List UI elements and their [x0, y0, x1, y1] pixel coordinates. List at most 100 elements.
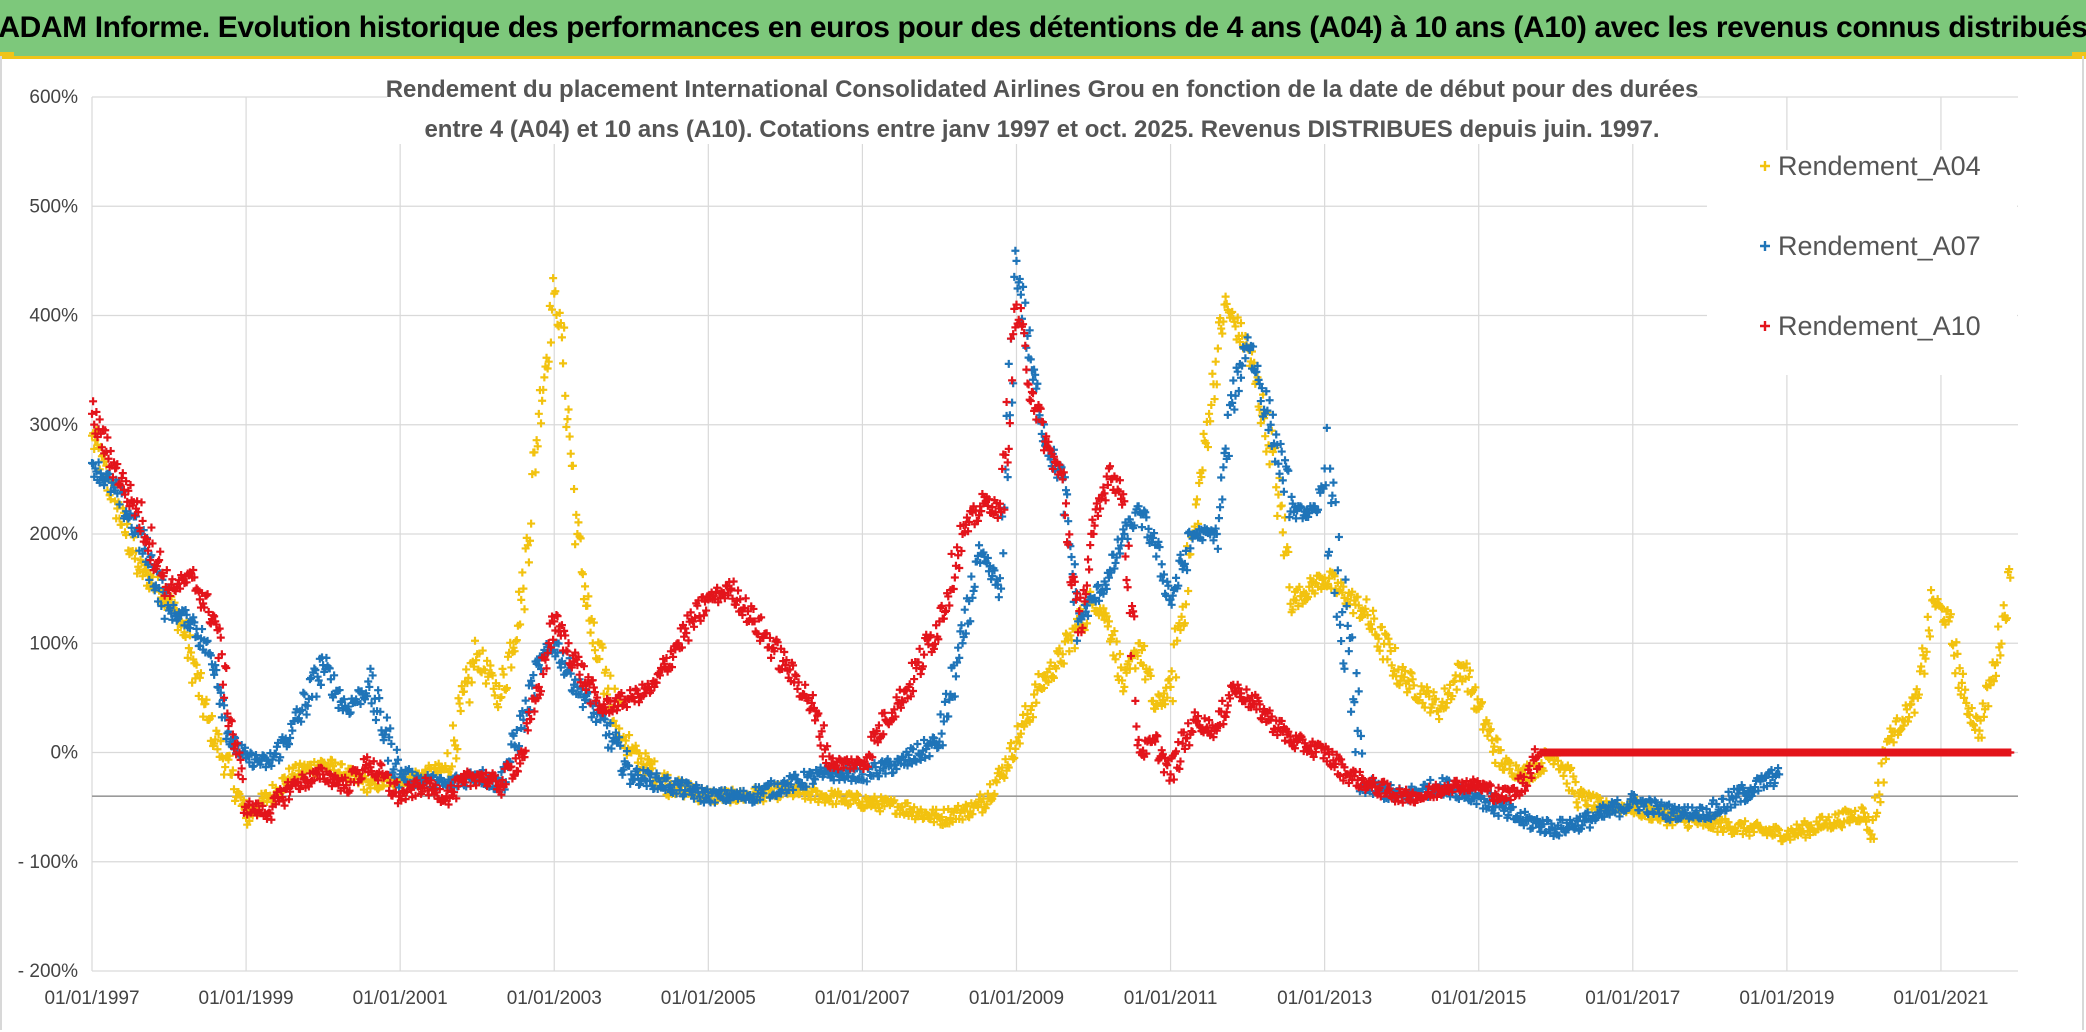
data-point: [1363, 611, 1372, 620]
data-point: [811, 716, 820, 725]
data-point: [1006, 334, 1015, 343]
data-point: [1343, 594, 1352, 603]
data-point: [1001, 755, 1010, 764]
data-point: [693, 601, 702, 610]
data-point: [160, 614, 169, 623]
data-point: [1698, 803, 1707, 812]
data-point: [1035, 411, 1044, 420]
data-point: [1028, 713, 1037, 722]
data-point: [472, 781, 481, 790]
data-point: [384, 770, 393, 779]
data-point: [1104, 573, 1113, 582]
data-point: [1165, 675, 1174, 684]
data-point: [1025, 717, 1034, 726]
data-point: [233, 739, 242, 748]
data-point: [1120, 682, 1129, 691]
data-point: [375, 694, 384, 703]
data-point: [979, 548, 988, 557]
data-point: [448, 721, 457, 730]
data-point: [1159, 689, 1168, 698]
data-point: [957, 546, 966, 555]
data-point: [181, 606, 190, 615]
data-point: [945, 601, 954, 610]
data-point: [600, 715, 609, 724]
data-point: [1733, 827, 1742, 836]
data-point: [1130, 521, 1139, 530]
data-point: [1148, 533, 1157, 542]
data-point: [961, 629, 970, 638]
data-point: [1957, 678, 1966, 687]
data-point: [1099, 589, 1108, 598]
data-point: [1991, 671, 2000, 680]
data-point: [530, 707, 539, 716]
data-point: [443, 786, 452, 795]
data-point: [228, 730, 237, 739]
data-point: [967, 572, 976, 581]
data-point: [633, 758, 642, 767]
data-point: [1615, 812, 1624, 821]
data-point: [377, 761, 386, 770]
data-point: [1131, 664, 1140, 673]
data-point: [965, 517, 974, 526]
data-point: [190, 618, 199, 627]
data-point: [1176, 757, 1185, 766]
data-point: [504, 652, 513, 661]
data-point: [1075, 607, 1084, 616]
data-point: [1486, 725, 1495, 734]
data-point: [1188, 727, 1197, 736]
data-point: [490, 771, 499, 780]
data-point: [1478, 698, 1487, 707]
data-point: [650, 757, 659, 766]
data-point: [1013, 284, 1022, 293]
data-point: [564, 405, 573, 414]
data-point: [380, 730, 389, 739]
data-point: [365, 759, 374, 768]
data-point: [1131, 696, 1140, 705]
data-point: [557, 621, 566, 630]
data-point: [1080, 597, 1089, 606]
data-point: [1042, 432, 1051, 441]
data-point: [1745, 831, 1754, 840]
data-point: [1126, 651, 1135, 660]
data-point: [556, 663, 565, 672]
data-point: [545, 619, 554, 628]
data-point: [1938, 604, 1947, 613]
data-point: [1137, 646, 1146, 655]
data-point: [879, 764, 888, 773]
data-point: [1705, 808, 1714, 817]
data-point: [1321, 481, 1330, 490]
data-point: [1506, 796, 1515, 805]
data-point: [1440, 684, 1449, 693]
data-point: [1308, 737, 1317, 746]
data-point: [147, 523, 156, 532]
data-point: [1305, 509, 1314, 518]
data-point: [1194, 712, 1203, 721]
data-point: [1030, 690, 1039, 699]
data-point: [551, 287, 560, 296]
data-point: [1329, 478, 1338, 487]
data-point: [1374, 634, 1383, 643]
data-point: [1233, 367, 1242, 376]
data-point: [1084, 611, 1093, 620]
data-point: [966, 617, 975, 626]
data-point: [1876, 798, 1885, 807]
data-point: [177, 571, 186, 580]
data-point: [1405, 796, 1414, 805]
data-point: [509, 731, 518, 740]
data-point: [510, 647, 519, 656]
data-point: [529, 671, 538, 680]
data-point: [791, 670, 800, 679]
data-point: [785, 665, 794, 674]
data-point: [200, 603, 209, 612]
data-point: [590, 688, 599, 697]
data-point: [1317, 584, 1326, 593]
data-point: [1278, 528, 1287, 537]
data-point: [1263, 406, 1272, 415]
data-point: [1213, 344, 1222, 353]
data-point: [1375, 783, 1384, 792]
data-point: [1256, 397, 1265, 406]
data-point: [1028, 389, 1037, 398]
data-point: [1562, 779, 1571, 788]
data-point: [1195, 479, 1204, 488]
x-tick-label: 01/01/2007: [815, 988, 910, 1009]
